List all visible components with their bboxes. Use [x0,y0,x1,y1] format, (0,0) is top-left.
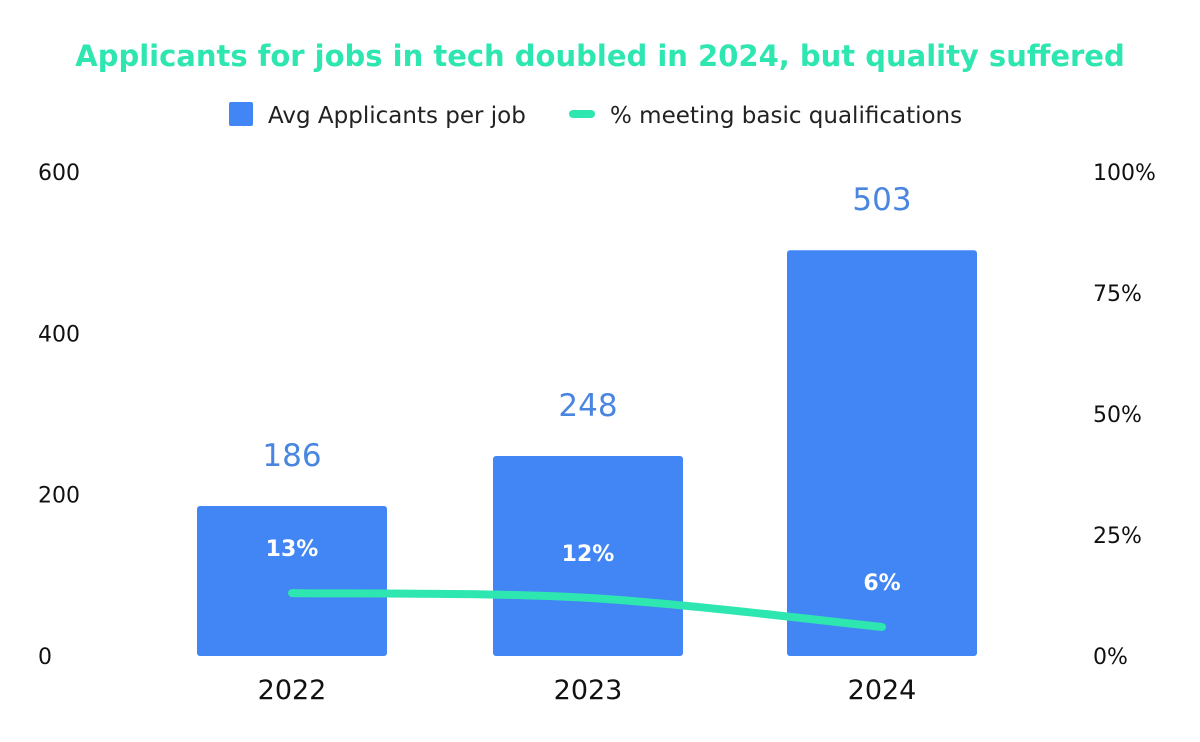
left-axis-tick: 200 [38,484,80,509]
bar-value-label: 248 [558,388,617,424]
left-axis-tick: 0 [38,645,52,670]
left-axis: 0 200 400 600 [38,161,80,670]
legend-label-applicants: Avg Applicants per job [268,103,526,129]
right-axis-tick: 25% [1093,524,1142,549]
bar [493,455,683,656]
right-axis: 0% 25% 50% 75% 100% [1093,161,1156,670]
line-value-label: 13% [266,537,319,562]
bar [197,505,387,656]
bar-value-label: 503 [852,182,911,218]
legend-swatch-qualified [569,110,595,118]
left-axis-tick: 600 [38,161,80,186]
right-axis-tick: 50% [1093,403,1142,428]
left-axis-tick: 400 [38,322,80,347]
x-axis-tick: 2024 [848,675,917,706]
bar-series [197,250,977,656]
right-axis-tick: 100% [1093,161,1156,186]
line-series [288,589,886,631]
legend-label-qualified: % meeting basic qualifications [610,103,962,129]
bar-value-label: 186 [262,438,321,474]
right-axis-tick: 0% [1093,645,1128,670]
qualified-line [288,589,886,631]
right-axis-tick: 75% [1093,282,1142,307]
chart-title: Applicants for jobs in tech doubled in 2… [75,39,1124,73]
legend: Avg Applicants per job % meeting basic q… [229,102,962,129]
x-axis-tick: 2022 [258,675,327,706]
legend-swatch-applicants [229,102,253,126]
line-value-label: 6% [863,571,900,596]
line-value-labels: 13% 12% 6% [266,537,901,596]
bar-value-labels: 186 248 503 [262,182,911,474]
x-axis: 2022 2023 2024 [258,675,917,706]
line-value-label: 12% [562,542,615,567]
x-axis-tick: 2023 [554,675,623,706]
bar [787,250,977,656]
